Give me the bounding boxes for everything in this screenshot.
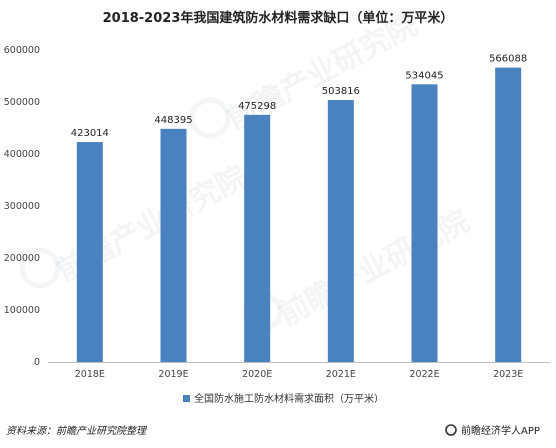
bar-value-label: 423014	[71, 128, 109, 139]
data-labels: 423014 448395 475298 503816 534045 566088	[71, 54, 528, 139]
bar	[495, 67, 522, 362]
watermark-text: 前瞻产业研究院	[273, 204, 475, 333]
brand: 前瞻经济学人APP	[445, 424, 540, 437]
bar	[244, 114, 271, 363]
bars	[76, 67, 522, 363]
y-axis: 0 100000 200000 300000 400000 500000 600000	[4, 45, 40, 368]
x-axis: 2018E 2019E 2020E 2021E 2022E 2023E	[75, 369, 524, 380]
watermark-logo-icon	[189, 97, 231, 139]
brand-text: 前瞻经济学人APP	[461, 424, 540, 437]
bar-value-label: 475298	[238, 101, 276, 112]
source-note: 资料来源：前瞻产业研究院整理	[6, 425, 148, 437]
y-tick-label: 500000	[4, 97, 40, 108]
bar-value-label: 448395	[154, 115, 192, 126]
legend: 全国防水施工防水材料需求面积（万平米）	[183, 392, 384, 405]
y-tick-label: 200000	[4, 253, 40, 264]
x-tick-label: 2022E	[409, 369, 439, 380]
bar-value-label: 566088	[489, 54, 527, 65]
chart-title: 2018-2023年我国建筑防水材料需求缺口（单位：万平米）	[103, 10, 454, 26]
bar	[411, 84, 438, 362]
y-tick-label: 600000	[4, 45, 40, 56]
legend-swatch	[183, 395, 190, 402]
x-tick-label: 2023E	[493, 369, 523, 380]
y-tick-label: 100000	[4, 305, 40, 316]
bar-value-label: 503816	[322, 86, 360, 97]
brand-logo-icon	[445, 424, 457, 436]
bar	[160, 128, 187, 362]
bar	[76, 142, 103, 362]
x-tick-label: 2018E	[75, 369, 105, 380]
x-tick-label: 2021E	[326, 369, 356, 380]
legend-label: 全国防水施工防水材料需求面积（万平米）	[194, 392, 384, 405]
x-tick-label: 2020E	[242, 369, 272, 380]
bar-value-label: 534045	[405, 70, 443, 81]
x-tick-label: 2019E	[158, 369, 188, 380]
y-tick-label: 300000	[4, 201, 40, 212]
y-tick-label: 0	[34, 357, 40, 368]
bar	[327, 100, 354, 362]
y-tick-label: 400000	[4, 149, 40, 160]
watermark-logo-icon	[19, 247, 61, 289]
